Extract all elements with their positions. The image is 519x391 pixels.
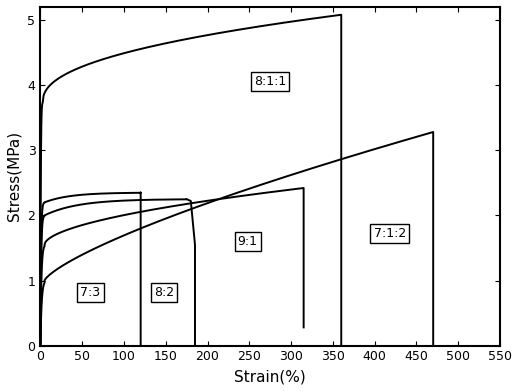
Text: 7:1:2: 7:1:2 xyxy=(374,227,406,240)
Text: 7:3: 7:3 xyxy=(80,286,101,299)
X-axis label: Strain(%): Strain(%) xyxy=(235,369,306,384)
Text: 8:1:1: 8:1:1 xyxy=(254,75,286,88)
Y-axis label: Stress(MPa): Stress(MPa) xyxy=(7,131,22,221)
Text: 9:1: 9:1 xyxy=(238,235,257,248)
Text: 8:2: 8:2 xyxy=(154,286,174,299)
